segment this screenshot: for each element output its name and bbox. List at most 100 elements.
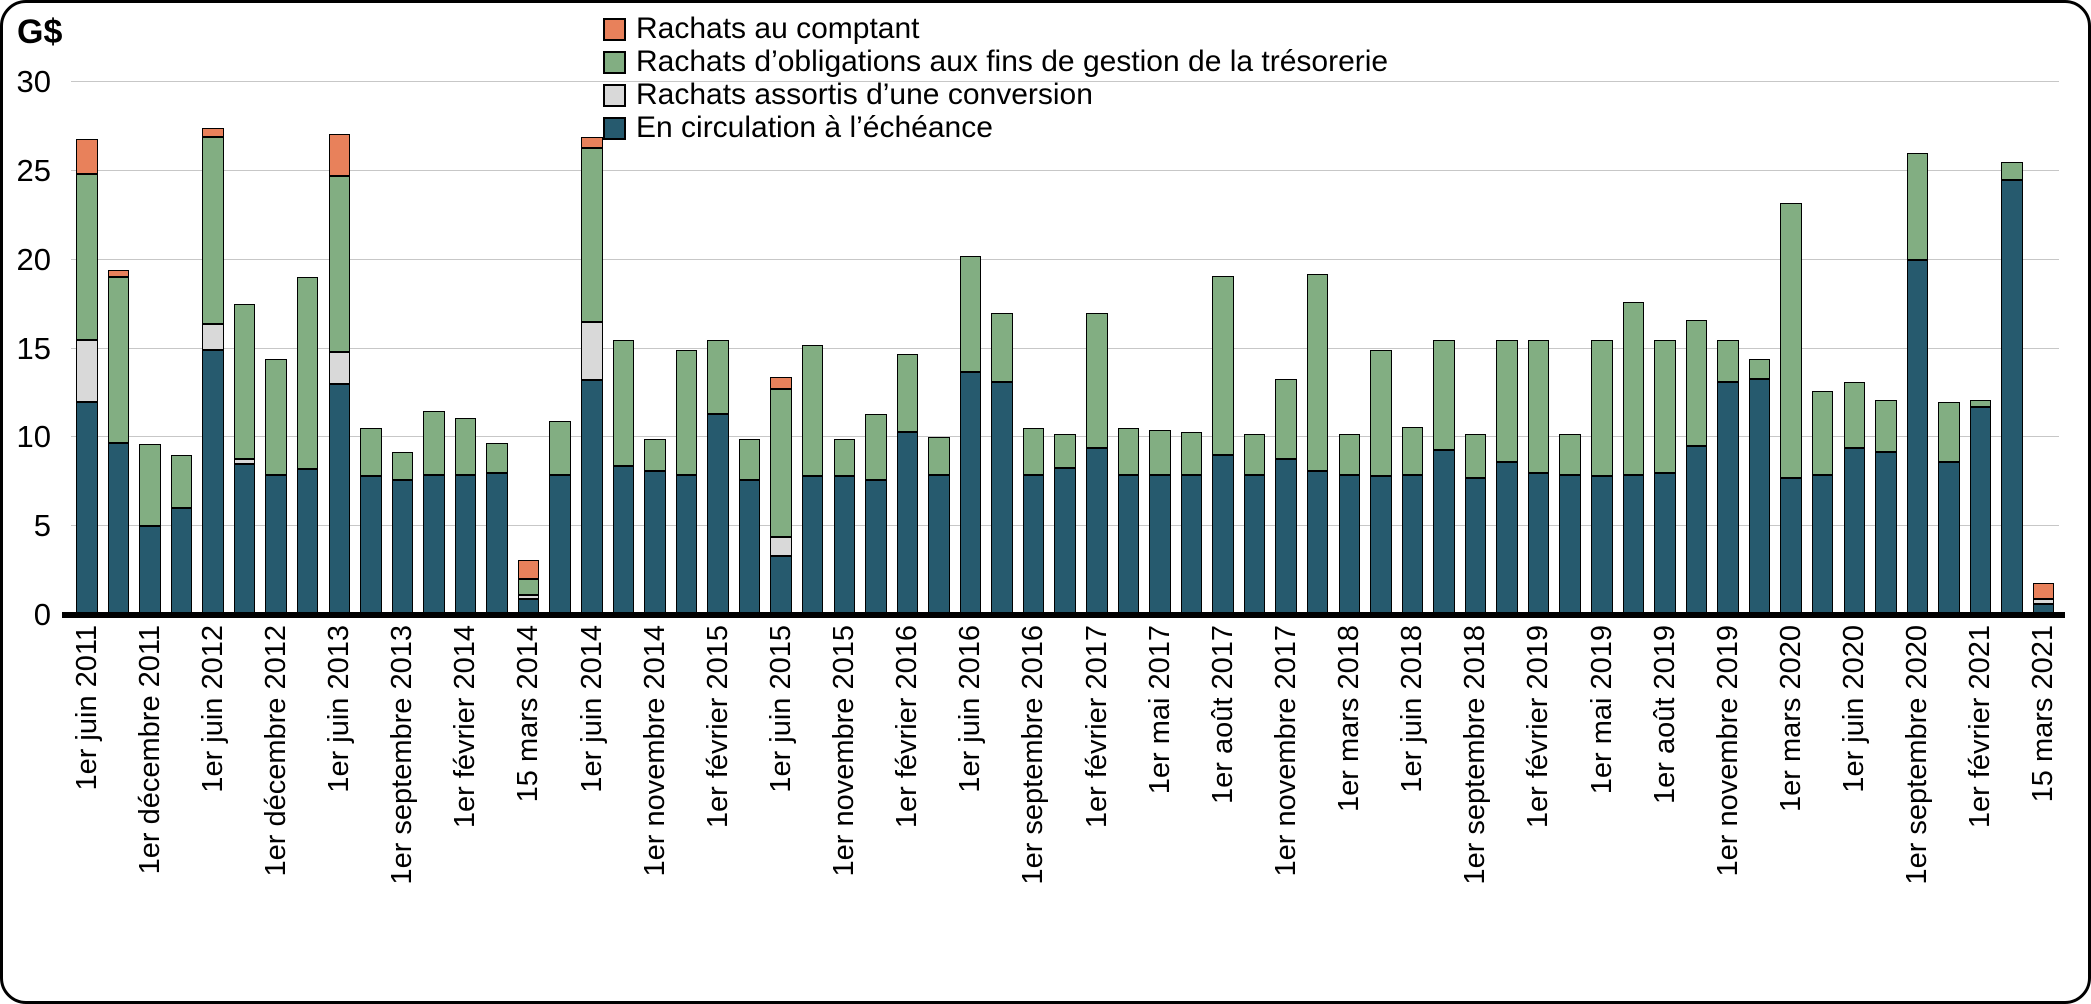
x-label-slot (1996, 625, 2028, 997)
bar-segment-en_circulation (1811, 474, 1834, 615)
y-tick-label: 30 (16, 64, 51, 99)
x-tick-label: 1er juin 2013 (323, 625, 356, 793)
x-label-slot (1176, 625, 1208, 997)
x-label-slot (1554, 625, 1586, 997)
bar-segment-en_circulation (391, 479, 414, 615)
x-tick-label: 1er février 2021 (1964, 625, 1997, 829)
bar-segment-tresorerie (296, 277, 319, 470)
bar (549, 82, 571, 615)
bar-segment-conversion (233, 458, 256, 464)
bar-segment-tresorerie (1654, 339, 1676, 473)
bar-segment-tresorerie (1338, 433, 1360, 475)
bar-slot (1649, 82, 1681, 615)
x-tick-label: 1er juin 2018 (1396, 625, 1429, 793)
bar (1559, 82, 1581, 615)
bar (76, 82, 98, 615)
legend-label: Rachats au comptant (636, 12, 920, 45)
bar-segment-tresorerie (328, 176, 350, 353)
bar-segment-tresorerie (1054, 433, 1076, 468)
bar-segment-tresorerie (1748, 359, 1771, 379)
bar (1022, 82, 1045, 615)
gridline (71, 169, 2059, 171)
x-axis-line (62, 612, 2065, 618)
bar (707, 82, 729, 615)
bar-segment-en_circulation (1275, 458, 1297, 615)
bar-segment-en_circulation (139, 526, 161, 615)
bar (233, 82, 256, 615)
bar-segment-tresorerie (202, 137, 224, 324)
x-label-slot (229, 625, 261, 997)
y-tick-label: 20 (16, 241, 51, 277)
x-label-slot: 1er septembre 2020 (1901, 625, 1933, 997)
y-tick-label: 15 (16, 330, 51, 366)
bar (928, 82, 950, 615)
bar-segment-en_circulation (928, 474, 950, 615)
y-tick-label: 10 (16, 419, 51, 455)
bar-segment-en_circulation (202, 350, 224, 615)
x-label-slot: 1er septembre 2018 (1459, 625, 1491, 997)
bar-segment-tresorerie (1938, 401, 1960, 463)
bar-segment-en_circulation (76, 401, 98, 615)
bar-segment-comptant (581, 137, 603, 148)
bar (1591, 82, 1613, 615)
bar-segment-en_circulation (1969, 407, 1992, 615)
x-label-slot (1302, 625, 1334, 997)
x-tick-label: 1er juin 2015 (764, 625, 797, 793)
bar-segment-conversion (202, 323, 224, 351)
x-axis-labels: 1er juin 2011 1er décembre 2011 1er juin 2… (71, 625, 2060, 997)
x-label-slot (1807, 625, 1839, 997)
bar-segment-tresorerie (2001, 161, 2023, 180)
bar-segment-tresorerie (454, 417, 477, 475)
bar-segment-en_circulation (1433, 449, 1455, 615)
bar (1654, 82, 1676, 615)
bar-segment-tresorerie (1591, 339, 1613, 477)
x-label-slot: 1er mars 2020 (1775, 625, 1807, 997)
bar-segment-en_circulation (486, 472, 508, 615)
bar-segment-comptant (770, 376, 792, 390)
x-label-slot (671, 625, 703, 997)
bar-slot (1176, 82, 1208, 615)
bar-slot (229, 82, 261, 615)
bar (1811, 82, 1834, 615)
bar (1212, 82, 1234, 615)
bar-segment-conversion (770, 536, 792, 557)
bar-segment-conversion (76, 339, 98, 402)
x-label-slot: 1er février 2017 (1081, 625, 1113, 997)
bar-segment-en_circulation (801, 476, 824, 615)
x-label-slot (1428, 625, 1460, 997)
bar-segment-en_circulation (1748, 378, 1771, 615)
legend-swatch-icon (603, 17, 626, 41)
bar-segment-comptant (517, 559, 540, 580)
bar-slot (166, 82, 198, 615)
x-label-slot: 1er novembre 2014 (639, 625, 671, 997)
bar-segment-tresorerie (139, 444, 161, 527)
bar-segment-tresorerie (1275, 378, 1297, 459)
bar-segment-conversion (517, 595, 540, 600)
bar-segment-tresorerie (1433, 339, 1455, 450)
bar-segment-tresorerie (1622, 302, 1645, 475)
bar-segment-tresorerie (959, 256, 982, 372)
bar-slot (1744, 82, 1776, 615)
bar-slot (1586, 82, 1618, 615)
bar-segment-tresorerie (865, 414, 887, 480)
bar (360, 82, 382, 615)
bar (296, 82, 319, 615)
x-label-slot: 1er novembre 2019 (1712, 625, 1744, 997)
bar-segment-en_circulation (328, 384, 350, 615)
gridline (71, 81, 2059, 82)
bar-segment-tresorerie (549, 421, 571, 475)
x-label-slot (1618, 625, 1650, 997)
bar-slot (1334, 82, 1366, 615)
bar (1906, 82, 1929, 615)
bar-segment-tresorerie (1685, 320, 1708, 447)
bar-segment-en_circulation (233, 463, 256, 615)
bar-slot (1302, 82, 1334, 615)
bar-slot (860, 82, 892, 615)
x-tick-label: 15 mars 2014 (512, 625, 545, 803)
x-label-slot: 15 mars 2021 (2027, 625, 2059, 997)
bar-segment-en_circulation (770, 556, 792, 615)
bar-slot (260, 82, 292, 615)
x-label-slot (1933, 625, 1965, 997)
bar-segment-en_circulation (1685, 446, 1708, 615)
